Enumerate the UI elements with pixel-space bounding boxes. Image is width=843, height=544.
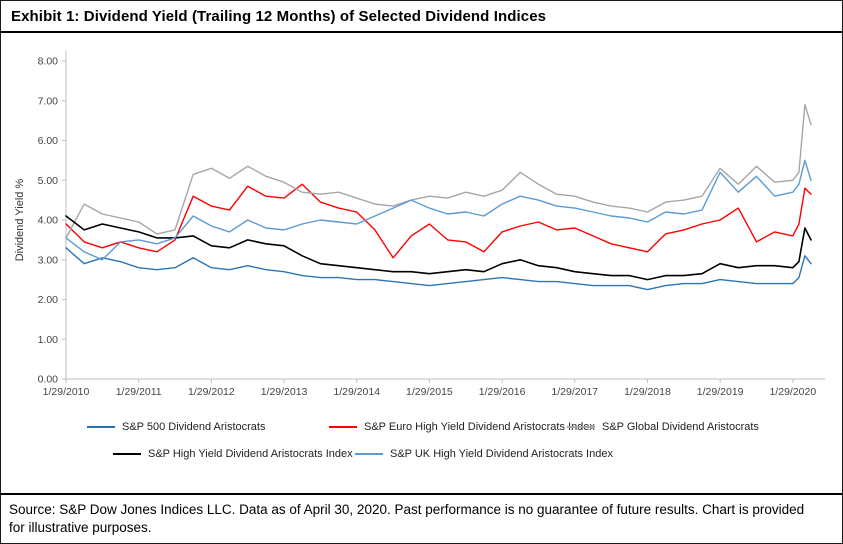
svg-text:1/29/2010: 1/29/2010: [43, 386, 90, 398]
svg-text:3.00: 3.00: [38, 254, 59, 266]
sp500-line-marker: [87, 425, 115, 428]
svg-text:1/29/2017: 1/29/2017: [551, 386, 598, 398]
legend-row-2: S&P High Yield Dividend Aristocrats Inde…: [87, 440, 842, 467]
legend-item-sp500: S&P 500 Dividend Aristocrats: [87, 421, 329, 433]
uk-high-yield-line-marker: [355, 452, 383, 455]
svg-text:1/29/2016: 1/29/2016: [479, 386, 526, 398]
svg-text:0.00: 0.00: [38, 374, 59, 386]
euro-high-yield-line-marker: [329, 425, 357, 428]
chart-region: 0.00 1.00 2.00 3.00 4.00 5.00 6.00 7.00 8.00 1/29…: [1, 33, 842, 467]
svg-text:2.00: 2.00: [38, 294, 59, 306]
source-note: Source: S&P Dow Jones Indices LLC. Data …: [9, 501, 805, 535]
svg-text:Dividend Yield %: Dividend Yield %: [14, 179, 26, 262]
legend-label: S&P UK High Yield Dividend Aristocrats I…: [390, 447, 613, 460]
svg-text:4.00: 4.00: [38, 215, 59, 227]
svg-text:5.00: 5.00: [38, 175, 59, 187]
legend-label: S&P 500 Dividend Aristocrats: [122, 420, 266, 433]
legend-label: S&P Global Dividend Aristocrats: [602, 420, 759, 433]
svg-text:1/29/2018: 1/29/2018: [624, 386, 671, 398]
legend-label: S&P Euro High Yield Dividend Aristocrats…: [364, 420, 595, 433]
legend-item-euro-high-yield: S&P Euro High Yield Dividend Aristocrats…: [329, 421, 595, 433]
svg-text:1/29/2011: 1/29/2011: [116, 386, 162, 398]
legend-row-1: S&P 500 Dividend Aristocrats S&P Euro Hi…: [87, 413, 842, 440]
high-yield-line-marker: [113, 452, 141, 455]
svg-text:1/29/2015: 1/29/2015: [406, 386, 453, 398]
svg-text:8.00: 8.00: [38, 56, 59, 68]
page-title: Exhibit 1: Dividend Yield (Trailing 12 M…: [11, 8, 547, 25]
svg-text:1/29/2019: 1/29/2019: [697, 386, 744, 398]
svg-text:1/29/2014: 1/29/2014: [333, 386, 380, 398]
dividend-yield-line-chart: 0.00 1.00 2.00 3.00 4.00 5.00 6.00 7.00 8.00 1/29…: [14, 51, 825, 398]
global-line-marker: [567, 425, 595, 428]
legend-item-high-yield: S&P High Yield Dividend Aristocrats Inde…: [113, 448, 355, 460]
legend-item-uk-high-yield: S&P UK High Yield Dividend Aristocrats I…: [355, 448, 842, 460]
title-bar: Exhibit 1: Dividend Yield (Trailing 12 M…: [1, 1, 842, 33]
svg-text:6.00: 6.00: [38, 135, 59, 147]
svg-text:1.00: 1.00: [38, 334, 59, 346]
source-bar: Source: S&P Dow Jones Indices LLC. Data …: [1, 492, 842, 543]
chart-legend: S&P 500 Dividend Aristocrats S&P Euro Hi…: [9, 411, 842, 467]
legend-item-global: S&P Global Dividend Aristocrats: [567, 421, 842, 433]
svg-text:7.00: 7.00: [38, 95, 59, 107]
svg-text:1/29/2013: 1/29/2013: [261, 386, 308, 398]
legend-label: S&P High Yield Dividend Aristocrats Inde…: [148, 447, 353, 460]
svg-text:1/29/2020: 1/29/2020: [769, 386, 816, 398]
svg-text:1/29/2012: 1/29/2012: [188, 386, 235, 398]
